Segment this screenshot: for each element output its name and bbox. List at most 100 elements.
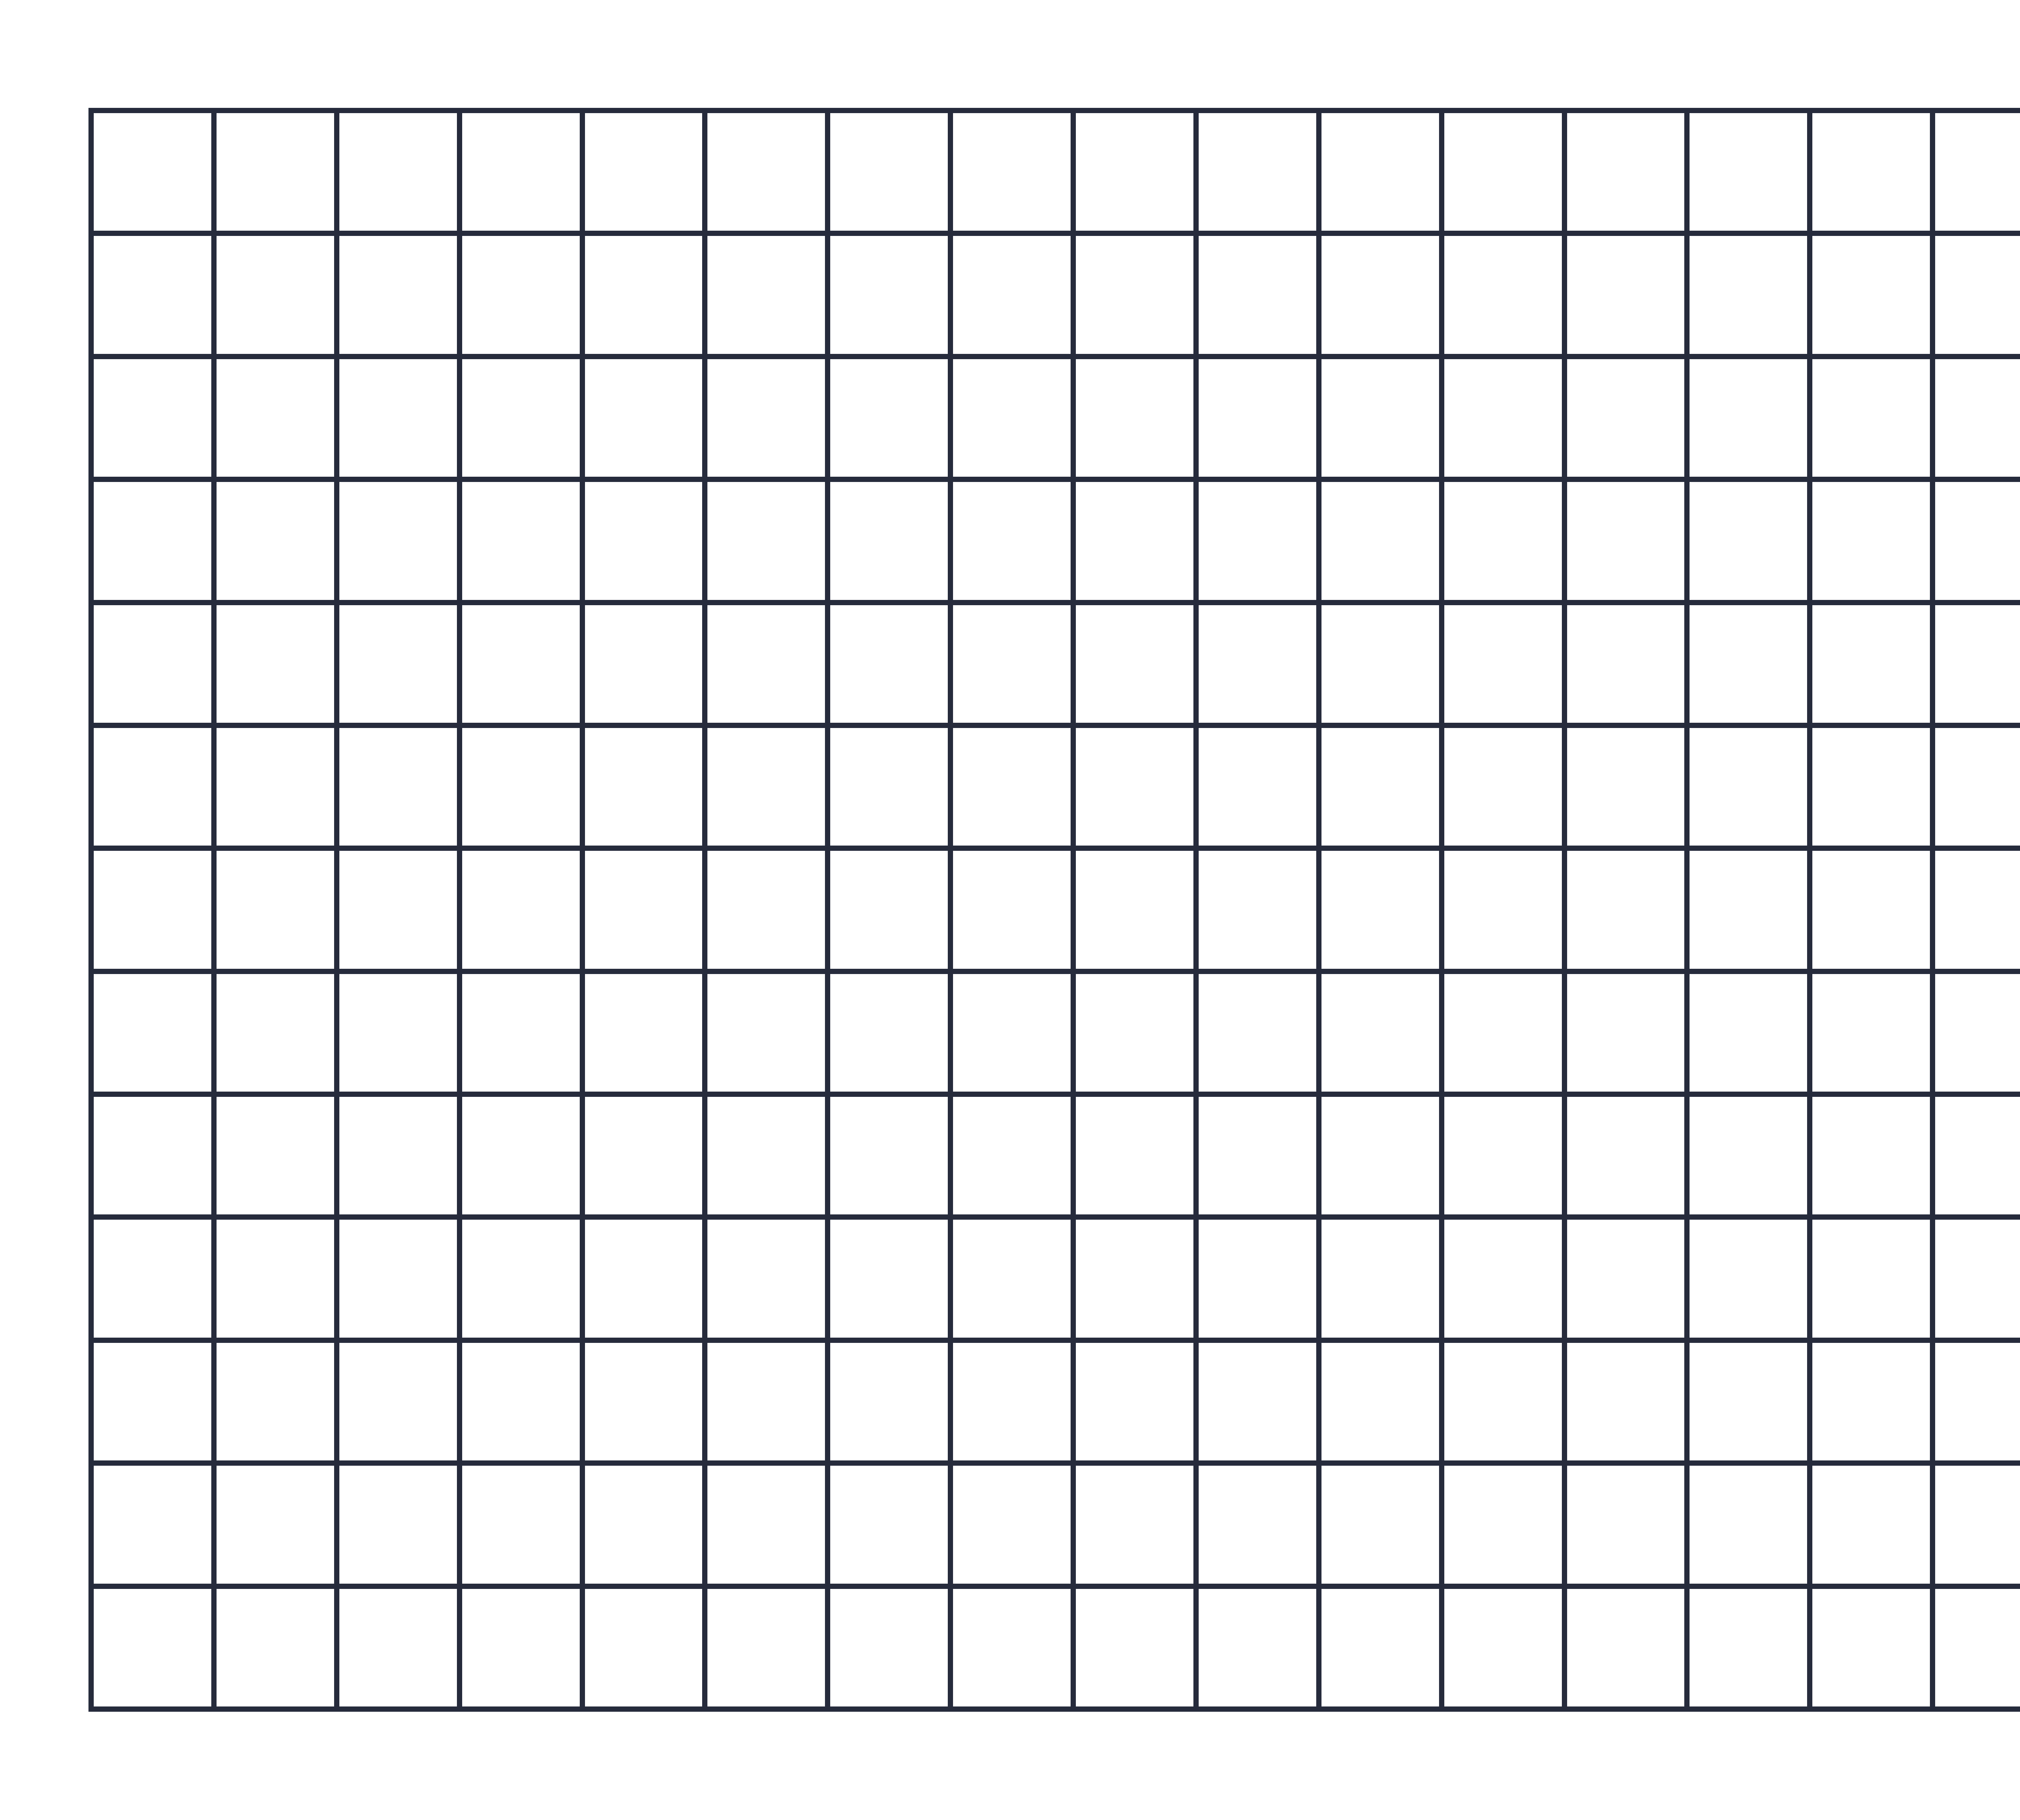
grid-cell (707, 482, 825, 600)
grid-cell (953, 974, 1071, 1092)
grid-cell (830, 236, 948, 354)
grid-cell (94, 482, 211, 600)
grid-cell (1567, 1342, 1685, 1461)
grid-cell (1444, 728, 1562, 846)
grid-cell (94, 1466, 211, 1584)
grid-cell (216, 1097, 334, 1215)
grid-cell (1567, 482, 1685, 600)
grid-cell (462, 605, 580, 723)
grid-cell (1690, 1220, 1807, 1338)
grid-cell (339, 605, 457, 723)
grid-cell (1812, 236, 1930, 354)
grid-cell (1076, 974, 1193, 1092)
grid-cell (339, 1097, 457, 1215)
grid-cell (1935, 1466, 2020, 1584)
grid-cell (830, 1589, 948, 1706)
grid-cell (1567, 851, 1685, 969)
grid-cell (953, 359, 1071, 477)
grid-cell (1198, 359, 1316, 477)
grid-cell (1076, 728, 1193, 846)
grid-cell (1444, 482, 1562, 600)
grid-cell (1812, 359, 1930, 477)
grid-cell (1321, 1342, 1439, 1461)
grid-cell (462, 236, 580, 354)
grid-cell (339, 728, 457, 846)
grid-cell (953, 113, 1071, 231)
grid-cell (462, 1220, 580, 1338)
grid-cell (1690, 1466, 1807, 1584)
grid-cell (1444, 1220, 1562, 1338)
grid-cell (1444, 359, 1562, 477)
grid-cell (830, 974, 948, 1092)
grid-cell (953, 1220, 1071, 1338)
grid-cell (1935, 359, 2020, 477)
grid-cell (1198, 1097, 1316, 1215)
grid-cell (953, 605, 1071, 723)
grid-cell (216, 113, 334, 231)
grid-cell (94, 851, 211, 969)
grid-cell (830, 482, 948, 600)
grid-cell (1198, 1342, 1316, 1461)
grid-cell (585, 1466, 703, 1584)
grid-cell (1321, 236, 1439, 354)
grid-cell (339, 974, 457, 1092)
grid-cell (1076, 1589, 1193, 1706)
grid-cell (462, 1466, 580, 1584)
grid-cell (585, 1589, 703, 1706)
grid-cell (707, 1220, 825, 1338)
grid-cell (1444, 1589, 1562, 1706)
grid-cell (1812, 851, 1930, 969)
grid-cell (585, 482, 703, 600)
grid-cell (216, 1466, 334, 1584)
grid-cell (830, 851, 948, 969)
grid-cell (216, 974, 334, 1092)
grid-cell (1321, 1220, 1439, 1338)
grid-cell (585, 851, 703, 969)
grid-cell (953, 482, 1071, 600)
grid-cell (339, 482, 457, 600)
grid-cell (1076, 236, 1193, 354)
grid-cell (462, 1589, 580, 1706)
grid-cell (1690, 482, 1807, 600)
grid-cell (1198, 851, 1316, 969)
grid-cell (830, 1466, 948, 1584)
grid-cell (216, 1589, 334, 1706)
grid-cell (1812, 482, 1930, 600)
grid-cell (707, 1097, 825, 1215)
grid-cell (707, 1466, 825, 1584)
grid-cell (830, 605, 948, 723)
grid-cell (1567, 1097, 1685, 1215)
grid-cell (94, 1097, 211, 1215)
grid-cell (94, 1342, 211, 1461)
grid-cell (1076, 482, 1193, 600)
grid-cell (94, 359, 211, 477)
grid-cell (585, 974, 703, 1092)
grid-cell (1198, 605, 1316, 723)
grid-cell (585, 1220, 703, 1338)
grid-cell (1812, 113, 1930, 231)
grid-cell (216, 1220, 334, 1338)
grid-cell (953, 1342, 1071, 1461)
grid-cell (1935, 605, 2020, 723)
grid-cell (216, 359, 334, 477)
grid-cell (1690, 1589, 1807, 1706)
grid-cell (1444, 1342, 1562, 1461)
grid-cell (1567, 236, 1685, 354)
grid-cell (1812, 605, 1930, 723)
grid-cell (585, 236, 703, 354)
grid-cell (1444, 605, 1562, 723)
grid-cell (953, 236, 1071, 354)
grid-cell (1812, 974, 1930, 1092)
grid-cell (94, 236, 211, 354)
grid-cell (1935, 482, 2020, 600)
grid-cell (830, 113, 948, 231)
grid-cell (1321, 728, 1439, 846)
grid-cell (1321, 1097, 1439, 1215)
grid-cell (216, 236, 334, 354)
grid-cell (1567, 605, 1685, 723)
grid-cell (1567, 728, 1685, 846)
grid-cell (1076, 1342, 1193, 1461)
grid-cell (1444, 851, 1562, 969)
grid-cell (1935, 236, 2020, 354)
grid-cell (1198, 1466, 1316, 1584)
